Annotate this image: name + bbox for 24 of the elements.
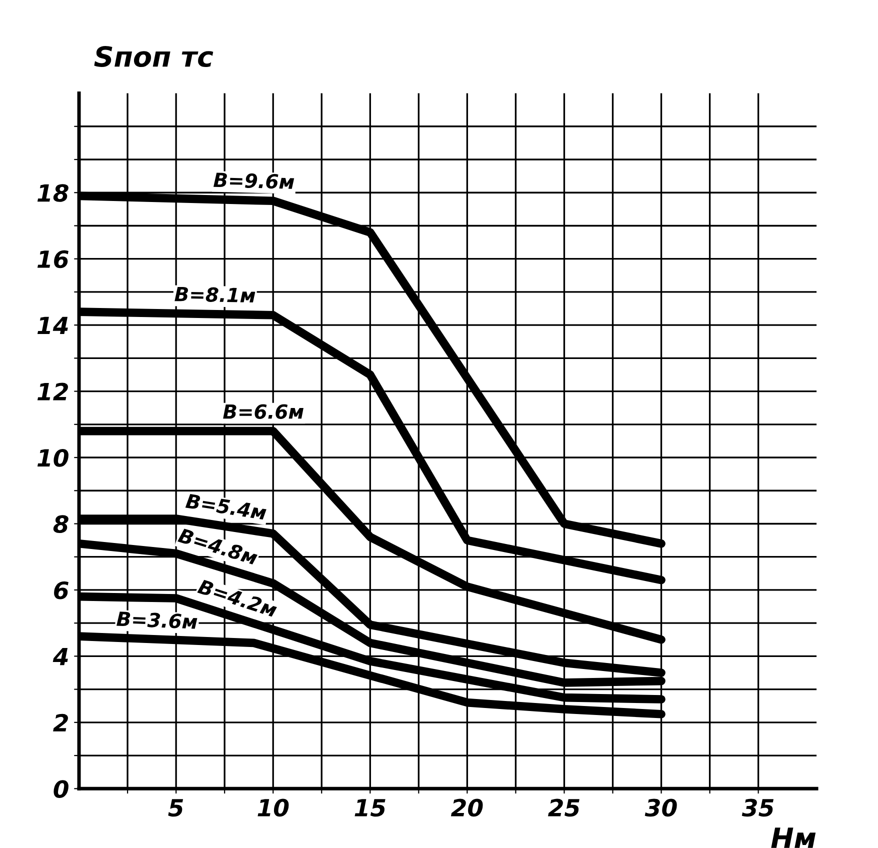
x-tick-label: 15: [354, 799, 386, 817]
annotation: B=3.6м: [116, 611, 198, 630]
y-tick-label: 12: [37, 382, 68, 400]
y-tick-label: 16: [37, 250, 68, 268]
annotation: B=5.4м: [185, 494, 267, 520]
y-tick-label: 0: [54, 780, 68, 798]
y-tick-label: 6: [54, 581, 68, 600]
y-tick-label: 14: [37, 316, 68, 334]
x-tick-label: 10: [258, 798, 289, 817]
y-tick-label: 18: [37, 184, 68, 202]
y-tick-label: 2: [53, 714, 68, 732]
x-tick-label: 25: [548, 798, 580, 817]
annotation: B=8.1м: [174, 286, 256, 303]
x-tick-label: 20: [450, 798, 483, 817]
x-tick-label: 35: [742, 798, 774, 817]
x-axis-title: Hм: [771, 828, 816, 848]
y-tick-label: 8: [53, 515, 68, 534]
y-tick-label: 4: [52, 648, 68, 666]
x-tick-label: 30: [644, 798, 677, 817]
annotation: B=6.6м: [223, 404, 304, 419]
y-axis-title: Sпоп тс: [94, 46, 214, 68]
y-tick-label: 10: [37, 448, 68, 467]
x-tick-label: 5: [168, 799, 184, 817]
annotation: B=9.6м: [213, 172, 294, 190]
